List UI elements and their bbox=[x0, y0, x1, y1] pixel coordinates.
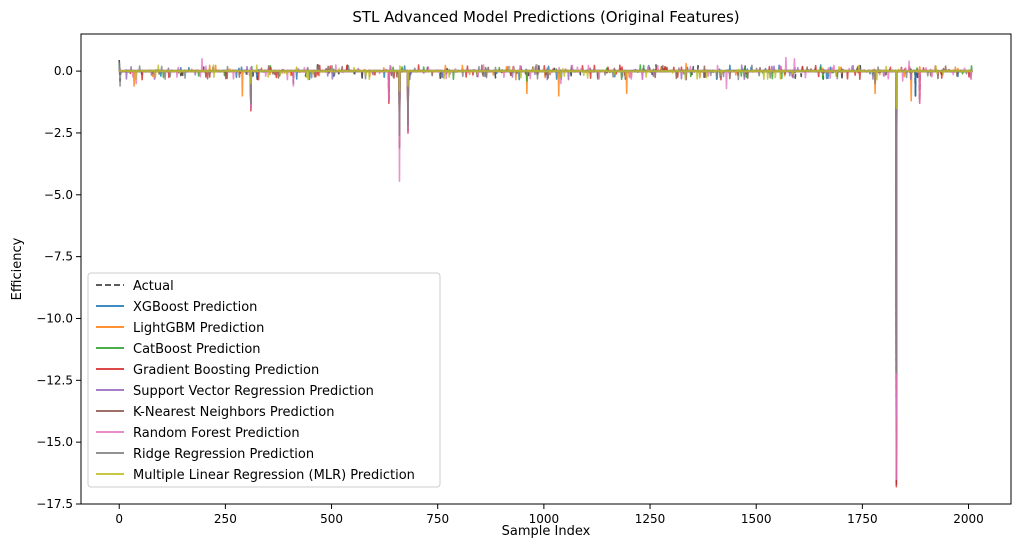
y-tick-label: −7.5 bbox=[44, 250, 73, 264]
y-tick-label: −10.0 bbox=[36, 311, 73, 325]
x-tick-label: 750 bbox=[426, 512, 449, 526]
legend-label-8: Ridge Regression Prediction bbox=[133, 447, 314, 462]
legend-label-2: LightGBM Prediction bbox=[133, 321, 264, 336]
x-tick-label: 500 bbox=[320, 512, 343, 526]
y-tick-label: −15.0 bbox=[36, 435, 73, 449]
y-axis: 0.0 −2.5 −5.0 −7.5 −10.0 −12.5 −15.0 −17.5 bbox=[36, 64, 81, 511]
x-tick-label: 1000 bbox=[529, 512, 560, 526]
legend-label-3: CatBoost Prediction bbox=[133, 342, 261, 357]
legend-label-1: XGBoost Prediction bbox=[133, 300, 257, 315]
x-tick-label: 1250 bbox=[635, 512, 666, 526]
x-axis: 0 250 500 750 1000 1250 1500 1750 2000 bbox=[115, 504, 984, 526]
y-tick-label: −12.5 bbox=[36, 373, 73, 387]
y-tick-label: −17.5 bbox=[36, 497, 73, 511]
y-axis-label: Efficiency bbox=[10, 237, 25, 300]
legend-label-9: Multiple Linear Regression (MLR) Predict… bbox=[133, 468, 415, 483]
y-tick-label: 0.0 bbox=[54, 64, 73, 78]
legend-label-6: K-Nearest Neighbors Prediction bbox=[133, 405, 334, 420]
x-tick-label: 0 bbox=[115, 512, 123, 526]
legend-label-4: Gradient Boosting Prediction bbox=[133, 363, 319, 378]
legend-box bbox=[87, 272, 441, 488]
x-tick-label: 1500 bbox=[741, 512, 772, 526]
series-line-9 bbox=[118, 64, 973, 110]
x-tick-label: 2000 bbox=[953, 512, 984, 526]
y-tick-label: −2.5 bbox=[44, 126, 73, 140]
chart-title: STL Advanced Model Predictions (Original… bbox=[352, 8, 739, 26]
x-tick-label: 1750 bbox=[847, 512, 878, 526]
legend-label-7: Random Forest Prediction bbox=[133, 426, 300, 441]
y-tick-label: −5.0 bbox=[44, 188, 73, 202]
legend-label-0: Actual bbox=[133, 279, 174, 294]
x-tick-label: 250 bbox=[214, 512, 237, 526]
legend: Actual XGBoost Prediction LightGBM Predict… bbox=[87, 272, 441, 488]
legend-label-5: Support Vector Regression Prediction bbox=[133, 384, 374, 399]
plot-frame bbox=[80, 33, 1012, 505]
x-axis-label: Sample Index bbox=[502, 524, 591, 539]
series-layer bbox=[118, 56, 974, 488]
